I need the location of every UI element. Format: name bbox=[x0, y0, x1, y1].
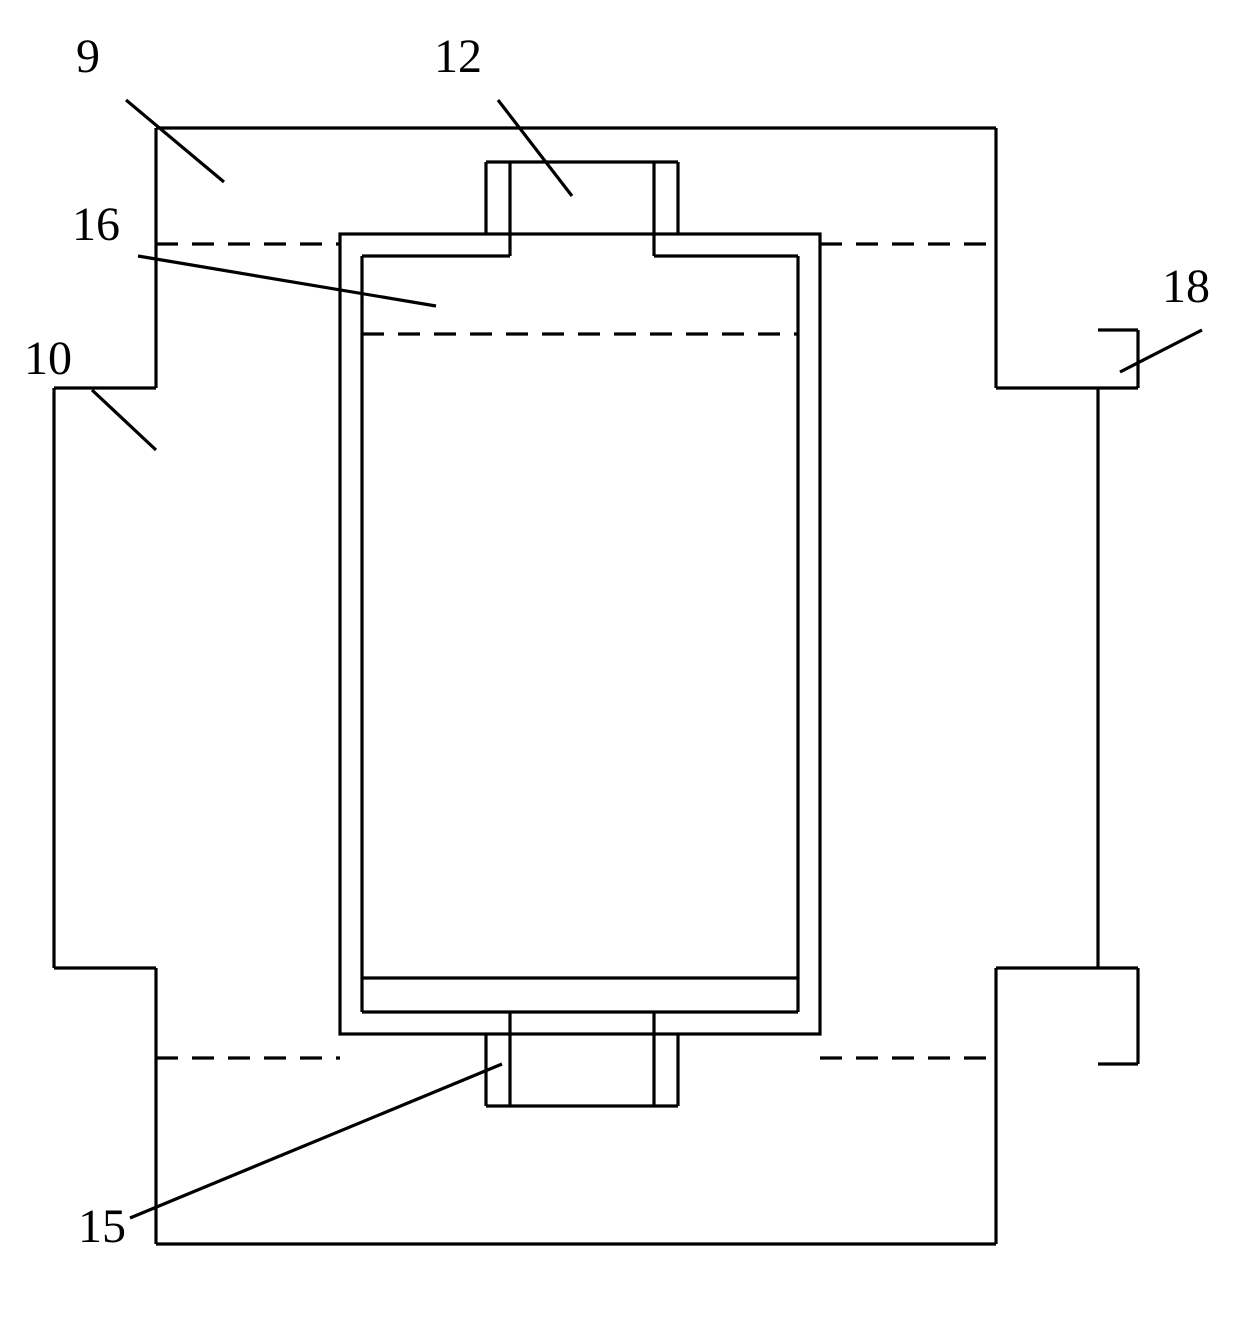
callout-label-16: 16 bbox=[72, 198, 120, 251]
callout-label-12: 12 bbox=[434, 30, 482, 83]
callout-label-9: 9 bbox=[76, 30, 100, 83]
callout-label-18: 18 bbox=[1162, 260, 1210, 313]
callout-label-15: 15 bbox=[78, 1200, 126, 1253]
callout-label-10: 10 bbox=[24, 332, 72, 385]
